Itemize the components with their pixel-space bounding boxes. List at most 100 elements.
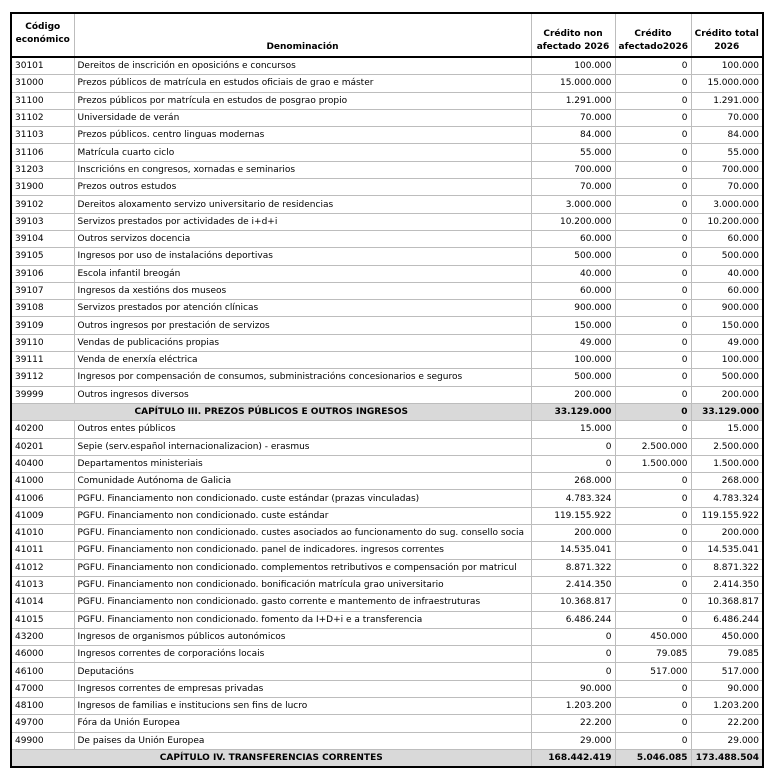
amount: 60.000	[690, 281, 764, 301]
amount: 0	[614, 143, 692, 162]
data-row: 40200 Outros entes públicos 15.000 0 15.000	[10, 420, 764, 439]
description: Inscricións en congresos, xornadas e sem…	[73, 160, 532, 180]
data-row: 39104 Outros servizos docencia 60.000 0 60.0…	[10, 229, 764, 249]
amount: 0	[614, 420, 692, 439]
description: Outros servizos docencia	[73, 229, 532, 249]
amount: 15.000	[530, 420, 616, 439]
code: 40200	[10, 420, 75, 439]
description: Prezos outros estudos	[73, 178, 532, 197]
code: 39108	[10, 299, 75, 318]
description: Ingresos por compensación de consumos, s…	[73, 368, 532, 387]
data-row: 43200 Ingresos de organismos públicos aut…	[10, 627, 764, 647]
code: 43200	[10, 627, 75, 647]
amount: 6.486.244	[530, 610, 616, 629]
amount: 500.000	[530, 247, 616, 266]
table-body: 30101 Dereitos de inscrición en oposición…	[10, 56, 764, 768]
chapter-amount: 33.129.000	[530, 402, 616, 422]
amount: 4.783.324	[690, 489, 764, 508]
amount: 0	[614, 160, 692, 180]
data-row: 39999 Outros ingresos diversos 200.000 0 200…	[10, 385, 764, 404]
column-header: Crédito total 2026	[690, 12, 764, 58]
amount: 79.085	[690, 645, 764, 664]
amount: 3.000.000	[530, 195, 616, 214]
description: Venda de enerxía eléctrica	[73, 351, 532, 370]
amount: 0	[614, 593, 692, 612]
code: 46100	[10, 662, 75, 681]
code: 31103	[10, 126, 75, 145]
amount: 0	[614, 126, 692, 145]
amount: 8.871.322	[530, 558, 616, 577]
amount: 0	[614, 506, 692, 526]
amount: 0	[614, 714, 692, 733]
code: 39109	[10, 316, 75, 335]
data-row: 31000 Prezos públicos de matrícula en est…	[10, 74, 764, 93]
amount: 200.000	[530, 385, 616, 404]
code: 41012	[10, 558, 75, 577]
code: 39105	[10, 247, 75, 266]
data-row: 41013 PGFU. Financiamento non condicionad…	[10, 575, 764, 595]
amount: 517.000	[690, 662, 764, 681]
amount: 500.000	[690, 368, 764, 387]
amount: 450.000	[614, 627, 692, 647]
code: 47000	[10, 679, 75, 698]
data-row: 48100 Ingresos de familias e institucions…	[10, 696, 764, 716]
amount: 0	[614, 229, 692, 249]
data-row: 49900 De paises da Unión Europea 29.000 0 29…	[10, 731, 764, 750]
description: PGFU. Financiamento non condicionado. ga…	[73, 593, 532, 612]
amount: 70.000	[530, 108, 616, 128]
amount: 0	[614, 316, 692, 335]
chapter-amount: 173.488.504	[690, 748, 764, 768]
code: 41011	[10, 541, 75, 560]
amount: 22.200	[690, 714, 764, 733]
amount: 150.000	[690, 316, 764, 335]
amount: 1.500.000	[614, 454, 692, 474]
description: PGFU. Financiamento non condicionado. fo…	[73, 610, 532, 629]
code: 31000	[10, 74, 75, 93]
code: 39102	[10, 195, 75, 214]
amount: 900.000	[530, 299, 616, 318]
amount: 3.000.000	[690, 195, 764, 214]
amount: 450.000	[690, 627, 764, 647]
amount: 0	[614, 385, 692, 404]
description: Matrícula cuarto ciclo	[73, 143, 532, 162]
amount: 268.000	[530, 472, 616, 491]
amount: 100.000	[530, 56, 616, 76]
amount: 100.000	[690, 351, 764, 370]
amount: 0	[614, 575, 692, 595]
data-row: 41000 Comunidade Autónoma de Galicia 268.0…	[10, 472, 764, 491]
code: 46000	[10, 645, 75, 664]
description: Ingresos por uso de instalacións deporti…	[73, 247, 532, 266]
amount: 1.291.000	[690, 91, 764, 110]
amount: 0	[614, 56, 692, 76]
code: 31900	[10, 178, 75, 197]
code: 41010	[10, 524, 75, 543]
amount: 500.000	[690, 247, 764, 266]
amount: 90.000	[530, 679, 616, 698]
amount: 200.000	[690, 385, 764, 404]
amount: 40.000	[690, 264, 764, 283]
data-row: 41011 PGFU. Financiamento non condicionad…	[10, 541, 764, 560]
amount: 0	[530, 454, 616, 474]
description: Ingresos de organismos públicos autonómi…	[73, 627, 532, 647]
code: 39104	[10, 229, 75, 249]
code: 31106	[10, 143, 75, 162]
amount: 2.414.350	[530, 575, 616, 595]
amount: 55.000	[690, 143, 764, 162]
data-row: 49700 Fóra da Unión Europea 22.200 0 22.200	[10, 714, 764, 733]
description: Ingresos de familias e institucions sen …	[73, 696, 532, 716]
data-row: 41014 PGFU. Financiamento non condicionad…	[10, 593, 764, 612]
code: 48100	[10, 696, 75, 716]
data-row: 39109 Outros ingresos por prestación de s…	[10, 316, 764, 335]
description: Universidade de verán	[73, 108, 532, 128]
amount: 119.155.922	[690, 506, 764, 526]
column-header: Denominación	[73, 12, 532, 58]
description: Ingresos correntes de corporacións locai…	[73, 645, 532, 664]
chapter-amount: 168.442.419	[530, 748, 616, 768]
description: Outros entes públicos	[73, 420, 532, 439]
amount: 0	[614, 541, 692, 560]
data-row: 39108 Servizos prestados por atención clí…	[10, 299, 764, 318]
amount: 6.486.244	[690, 610, 764, 629]
description: Servizos prestados por atención clínicas	[73, 299, 532, 318]
data-row: 30101 Dereitos de inscrición en oposición…	[10, 56, 764, 76]
